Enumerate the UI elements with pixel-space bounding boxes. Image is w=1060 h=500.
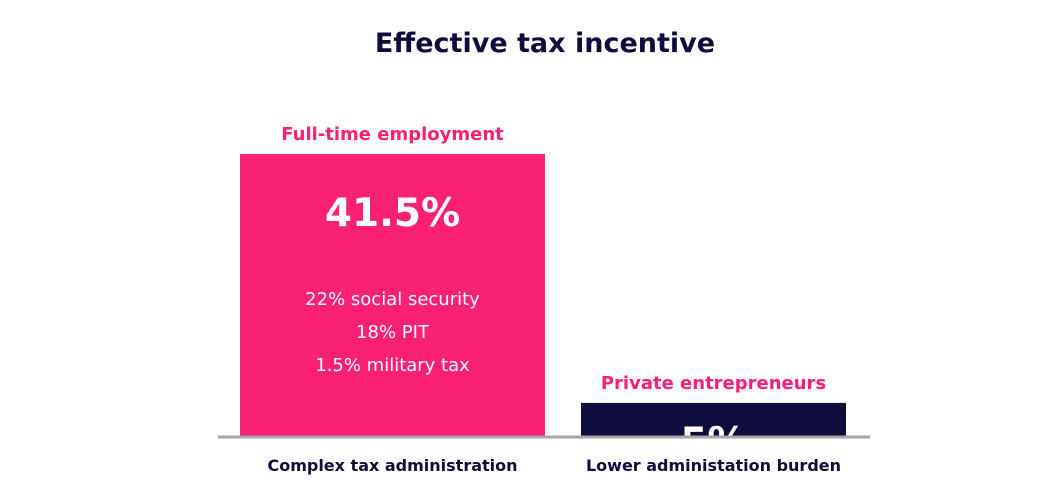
category-label-2: Private entrepreneurs: [601, 373, 826, 394]
bar-2: [581, 402, 846, 437]
bar-1-detail-3: 1.5% military tax: [315, 355, 470, 376]
bottom-label-2: Lower administation burden: [586, 456, 841, 475]
bars-layer: Full-time employment 41.5% 22% social secu…: [240, 124, 846, 475]
bar-1-detail-2: 18% PIT: [356, 322, 430, 343]
chart-title: Effective tax incentive: [375, 28, 715, 59]
value-label-2: 5%: [680, 420, 746, 465]
bottom-label-1: Complex tax administration: [267, 456, 517, 475]
category-label-1: Full-time employment: [281, 124, 504, 145]
bar-1: [240, 154, 545, 437]
bar-1-detail-1: 22% social security: [305, 289, 480, 310]
value-label-1: 41.5%: [325, 191, 460, 236]
